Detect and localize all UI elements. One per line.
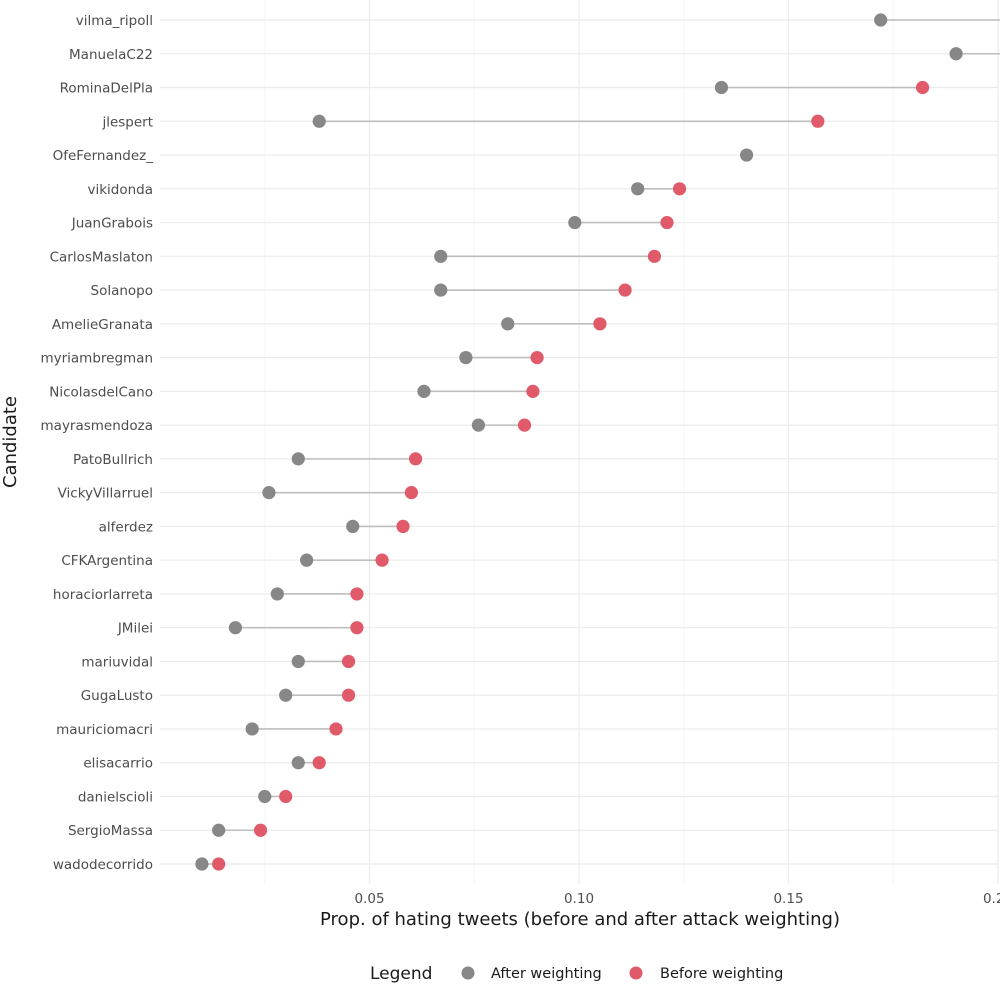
before-weighting-point bbox=[329, 722, 343, 736]
before-weighting-point bbox=[350, 587, 364, 601]
y-tick-label: wadodecorrido bbox=[53, 857, 153, 873]
y-tick-label: horaciorlarreta bbox=[53, 587, 153, 603]
after-weighting-point bbox=[291, 756, 305, 770]
legend-title: Legend bbox=[370, 964, 432, 984]
after-weighting-point bbox=[279, 688, 293, 702]
legend-before-label: Before weighting bbox=[660, 966, 783, 982]
before-weighting-point bbox=[404, 486, 418, 500]
y-tick-label: danielscioli bbox=[78, 789, 153, 805]
after-weighting-point bbox=[949, 47, 963, 61]
grid-layer bbox=[160, 0, 999, 884]
y-axis-title: Candidate bbox=[0, 396, 21, 488]
before-weighting-point bbox=[350, 621, 364, 635]
y-tick-label: vikidonda bbox=[87, 182, 153, 198]
after-weighting-point bbox=[212, 823, 226, 837]
after-weighting-point bbox=[714, 80, 729, 95]
y-tick-label: JMilei bbox=[117, 621, 153, 637]
before-weighting-point bbox=[253, 823, 268, 837]
after-weighting-point bbox=[471, 418, 486, 432]
y-tick-label: myriambregman bbox=[40, 351, 153, 367]
y-tick-label: jlespert bbox=[101, 114, 153, 130]
y-tick-label: ManuelaC22 bbox=[69, 47, 153, 63]
after-weighting-point bbox=[346, 519, 360, 534]
after-weighting-point bbox=[631, 182, 645, 196]
before-weighting-point bbox=[811, 114, 825, 128]
after-weighting-point bbox=[434, 283, 448, 297]
after-weighting-point bbox=[568, 215, 582, 230]
legend-after-label: After weighting bbox=[491, 966, 602, 982]
after-weighting-point bbox=[874, 13, 888, 27]
after-weighting-point bbox=[291, 654, 305, 669]
before-weighting-point bbox=[212, 857, 226, 871]
y-tick-labels: vilma_ripoll ManuelaC22 RominaDelPla jlespe… bbox=[40, 13, 153, 873]
x-tick-label: 0.20 bbox=[983, 891, 1000, 907]
y-tick-label: SergioMassa bbox=[68, 823, 153, 839]
legend-after-swatch bbox=[461, 966, 475, 980]
before-weighting-point bbox=[408, 452, 423, 466]
x-tick-label: 0.15 bbox=[773, 891, 803, 907]
y-tick-label: OfeFernandez_ bbox=[53, 148, 154, 164]
after-weighting-point bbox=[245, 722, 259, 736]
before-weighting-point bbox=[341, 654, 356, 669]
y-tick-label: PatoBullrich bbox=[73, 452, 153, 468]
before-weighting-point bbox=[341, 688, 356, 702]
after-weighting-point bbox=[291, 452, 305, 466]
y-tick-label: NicolasdelCano bbox=[49, 384, 153, 400]
y-tick-label: mariuvidal bbox=[81, 654, 153, 670]
legend: Legend After weighting Before weighting bbox=[370, 964, 783, 984]
y-tick-label: AmelieGranata bbox=[52, 317, 153, 333]
after-weighting-point bbox=[300, 553, 314, 567]
x-axis-title: Prop. of hating tweets (before and after… bbox=[320, 909, 840, 930]
after-weighting-point bbox=[270, 587, 284, 601]
legend-before-swatch bbox=[629, 966, 643, 980]
y-tick-label: mauriciomacri bbox=[56, 722, 153, 738]
segment-layer bbox=[201, 19, 1000, 865]
y-tick-label: CarlosMaslaton bbox=[50, 249, 153, 265]
y-tick-label: CFKArgentina bbox=[61, 553, 153, 569]
y-tick-label: alferdez bbox=[99, 519, 153, 535]
before-weighting-point bbox=[593, 317, 607, 331]
after-weighting-point bbox=[195, 857, 209, 871]
y-tick-label: RominaDelPla bbox=[60, 81, 153, 97]
before-weighting-point bbox=[396, 519, 410, 534]
before-weighting-point bbox=[517, 418, 532, 432]
y-tick-label: elisacarrio bbox=[83, 756, 153, 772]
y-tick-label: VickyVillarruel bbox=[58, 486, 153, 502]
x-tick-label: 0.05 bbox=[354, 891, 384, 907]
before-weighting-point bbox=[660, 215, 674, 230]
after-weighting-point bbox=[459, 351, 473, 365]
after-weighting-point bbox=[501, 317, 515, 331]
before-weighting-point bbox=[279, 789, 293, 804]
before-weighting-point bbox=[526, 384, 540, 398]
before-weighting-point bbox=[672, 182, 687, 196]
before-weighting-point bbox=[647, 249, 662, 263]
x-tick-label: 0.10 bbox=[564, 891, 594, 907]
y-tick-label: GugaLusto bbox=[81, 688, 153, 704]
before-weighting-point bbox=[530, 351, 544, 365]
before-weighting-point bbox=[375, 553, 389, 567]
before-weighting-point bbox=[618, 283, 632, 297]
after-weighting-point bbox=[262, 486, 276, 500]
after-weighting-point bbox=[434, 249, 448, 263]
y-tick-label: Solanopo bbox=[91, 283, 154, 299]
after-weighting-point bbox=[228, 621, 243, 635]
after-weighting-point bbox=[258, 789, 272, 804]
after-weighting-point bbox=[417, 384, 431, 398]
y-tick-label: mayrasmendoza bbox=[41, 418, 153, 434]
before-weighting-point bbox=[312, 756, 326, 770]
after-weighting-point bbox=[740, 148, 754, 162]
y-tick-label: JuanGrabois bbox=[71, 216, 153, 232]
point-layer bbox=[195, 13, 963, 871]
x-tick-labels: 0.05 0.10 0.15 0.20 bbox=[354, 891, 1000, 907]
after-weighting-point bbox=[312, 114, 326, 128]
y-tick-label: vilma_ripoll bbox=[76, 13, 153, 29]
before-weighting-point bbox=[915, 80, 930, 95]
